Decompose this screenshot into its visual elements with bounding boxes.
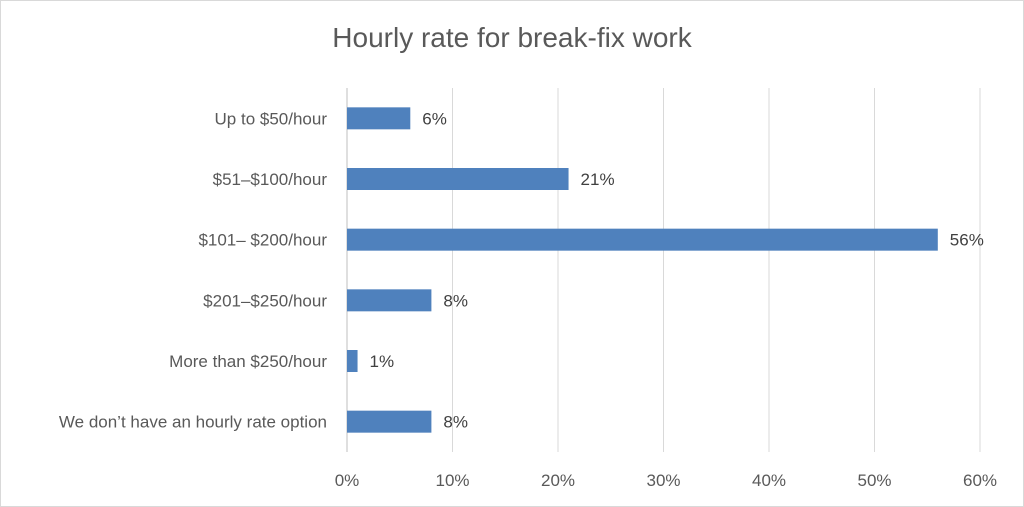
data-label: 1% xyxy=(370,352,395,371)
data-label: 6% xyxy=(422,109,447,128)
x-tick-label: 60% xyxy=(963,471,997,490)
x-tick-label: 40% xyxy=(752,471,786,490)
category-label: We don’t have an hourly rate option xyxy=(59,413,327,432)
bar xyxy=(347,289,432,312)
x-tick-label: 20% xyxy=(541,471,575,490)
chart-title: Hourly rate for break-fix work xyxy=(332,22,692,53)
data-label: 8% xyxy=(443,291,468,310)
x-tick-label: 10% xyxy=(435,471,469,490)
x-tick-label: 30% xyxy=(646,471,680,490)
category-label: $51–$100/hour xyxy=(213,170,328,189)
category-label: $201–$250/hour xyxy=(203,291,327,310)
bar xyxy=(347,168,569,190)
bar xyxy=(347,350,358,372)
bar xyxy=(347,107,411,130)
data-label: 56% xyxy=(950,231,984,250)
category-label: More than $250/hour xyxy=(169,352,327,371)
category-label: $101– $200/hour xyxy=(198,231,327,250)
bar xyxy=(347,410,432,433)
x-tick-label: 50% xyxy=(857,471,891,490)
bar xyxy=(347,228,938,251)
category-label: Up to $50/hour xyxy=(215,109,328,128)
x-tick-label: 0% xyxy=(335,471,360,490)
data-label: 8% xyxy=(443,413,468,432)
data-label: 21% xyxy=(581,170,615,189)
